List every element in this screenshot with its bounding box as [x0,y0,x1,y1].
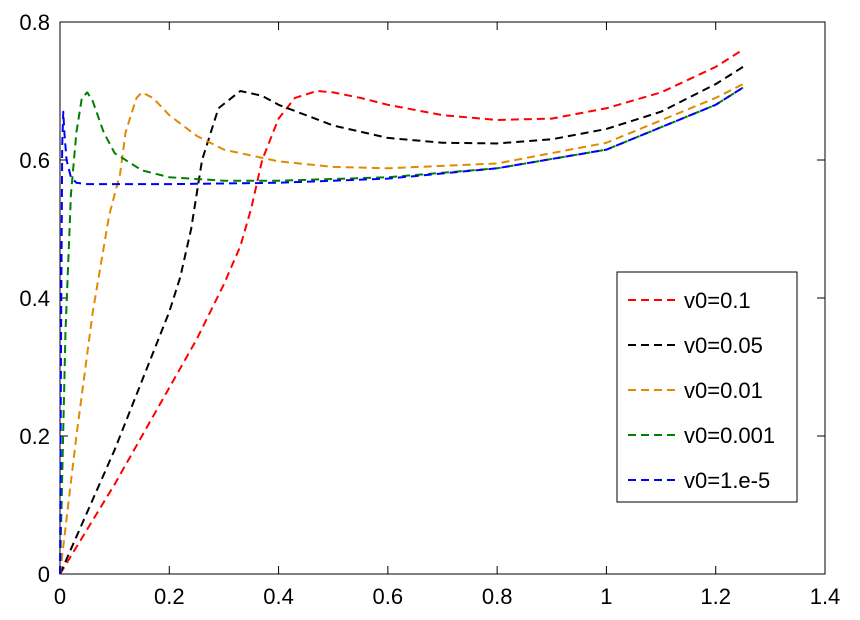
x-tick-label: 1.2 [700,584,731,609]
series-layer [59,48,744,575]
y-tick-label: 0 [38,562,50,587]
legend-label-3: v0=0.01 [684,378,763,403]
x-tick-label: 0.4 [263,584,294,609]
x-tick-label: 0.2 [154,584,185,609]
x-tick-label: 0.6 [373,584,404,609]
legend-label-1: v0=0.1 [684,288,751,313]
x-tick-label: 0 [54,584,66,609]
x-tick-label: 1.4 [810,584,841,609]
series-line-4 [59,86,744,575]
x-axis-ticks: 0 0.2 0.4 0.6 0.8 1 1.2 1.4 [54,22,840,609]
y-tick-label: 0.6 [19,148,50,173]
series-line-1 [59,48,744,575]
legend-label-5: v0=1.e-5 [684,468,770,493]
series-line-3 [59,83,744,575]
y-axis-ticks: 0 0.2 0.4 0.6 0.8 [19,10,825,587]
legend-label-4: v0=0.001 [684,423,775,448]
x-tick-label: 1 [600,584,612,609]
legend-label-2: v0=0.05 [684,333,763,358]
y-tick-label: 0.4 [19,286,50,311]
series-line-5 [59,86,744,575]
legend: v0=0.1 v0=0.05 v0=0.01 v0=0.001 v0=1.e-5 [616,271,798,503]
y-tick-label: 0.2 [19,424,50,449]
y-tick-label: 0.8 [19,10,50,35]
series-line-2 [59,66,744,575]
legend-box [616,271,798,503]
legend-items: v0=0.1 v0=0.05 v0=0.01 v0=0.001 v0=1.e-5 [628,288,775,493]
x-tick-label: 0.8 [482,584,513,609]
